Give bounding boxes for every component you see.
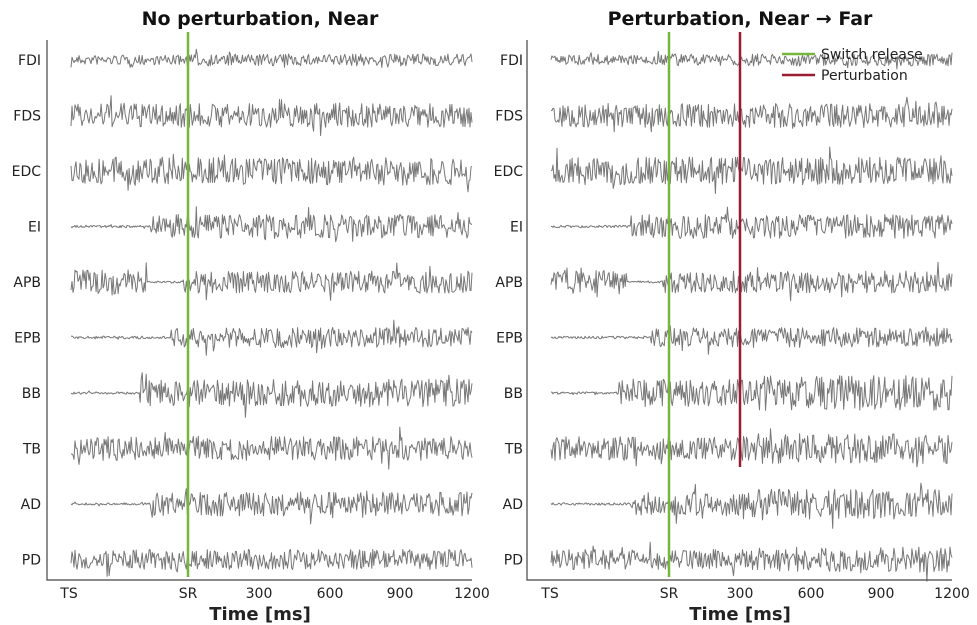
x-tick-label: 900 — [868, 586, 895, 602]
emg-trace-apb — [550, 261, 953, 302]
x-tick-label: 600 — [317, 586, 344, 602]
channel-label-pd: PD — [22, 553, 41, 569]
x-tick-label: TS — [540, 586, 559, 602]
emg-trace-pd — [550, 541, 953, 582]
x-tick-label: 1200 — [934, 586, 970, 602]
emg-trace-ad — [70, 488, 473, 525]
x-tick-label: 900 — [387, 586, 414, 602]
channel-label-ei: EI — [28, 220, 41, 236]
axis-frame — [526, 40, 952, 581]
channel-label-ad: AD — [21, 497, 41, 513]
x-axis-label: Time [ms] — [209, 604, 311, 625]
emg-trace-pd — [70, 549, 473, 577]
channel-label-fdi: FDI — [18, 53, 41, 69]
emg-trace-edc — [551, 146, 953, 194]
emg-trace-epb — [70, 319, 473, 356]
channel-label-epb: EPB — [496, 331, 523, 347]
emg-trace-tb — [550, 428, 953, 468]
emg-trace-fds — [70, 95, 473, 137]
x-tick-label: SR — [179, 586, 198, 602]
emg-trace-fdi — [550, 50, 953, 70]
channel-label-fds: FDS — [495, 109, 523, 125]
channel-label-bb: BB — [504, 386, 523, 402]
channel-label-fds: FDS — [13, 109, 41, 125]
trace-group — [550, 50, 953, 582]
emg-trace-bb — [70, 372, 473, 418]
emg-trace-ei — [550, 206, 953, 239]
emg-trace-edc — [70, 153, 473, 193]
x-tick-label: 300 — [727, 586, 754, 602]
channel-label-group: FDI FDS EDC EI APB EPB BB TB AD PD — [12, 53, 42, 569]
channel-label-epb: EPB — [14, 331, 41, 347]
panel-left: No perturbation, Near FDI FDS EDC EI APB EPB B… — [12, 8, 490, 625]
channel-label-fdi: FDI — [500, 53, 523, 69]
emg-trace-epb — [550, 325, 953, 355]
x-tick-group: TS SR 300 600 900 1200 — [59, 586, 490, 602]
x-tick-label: SR — [660, 586, 679, 602]
panel-title: No perturbation, Near — [142, 8, 379, 30]
channel-label-apb: APB — [13, 275, 41, 291]
emg-trace-ei — [70, 206, 473, 243]
x-tick-label: 600 — [798, 586, 825, 602]
channel-label-edc: EDC — [12, 164, 42, 180]
channel-label-group: FDI FDS EDC EI APB EPB BB TB AD PD — [494, 53, 524, 569]
legend-label-perturbation: Perturbation — [821, 68, 908, 84]
axis-frame — [46, 40, 472, 581]
legend-label-switch-release: Switch release — [821, 47, 923, 63]
emg-trace-tb — [70, 426, 473, 470]
channel-label-edc: EDC — [494, 164, 524, 180]
x-tick-group: TS SR 300 600 900 1200 — [540, 586, 970, 602]
emg-trace-apb — [70, 262, 473, 301]
x-tick-label: 300 — [246, 586, 273, 602]
panel-right: Perturbation, Near → Far FDI FDS EDC EI APB E… — [494, 8, 970, 625]
channel-label-bb: BB — [22, 386, 41, 402]
channel-label-tb: TB — [504, 442, 523, 458]
panel-title: Perturbation, Near → Far — [608, 8, 873, 30]
channel-label-tb: TB — [22, 442, 41, 458]
emg-trace-bb — [550, 375, 953, 411]
emg-trace-ad — [550, 482, 953, 529]
channel-label-pd: PD — [504, 553, 523, 569]
x-axis-label: Time [ms] — [689, 604, 791, 625]
x-tick-label: TS — [59, 586, 78, 602]
emg-trace-fds — [550, 96, 953, 133]
legend: Switch release Perturbation — [782, 47, 923, 84]
channel-label-ad: AD — [503, 497, 523, 513]
emg-trace-fdi — [70, 48, 473, 68]
channel-label-apb: APB — [495, 275, 523, 291]
trace-group — [70, 48, 473, 577]
x-tick-label: 1200 — [454, 586, 490, 602]
channel-label-ei: EI — [510, 220, 523, 236]
